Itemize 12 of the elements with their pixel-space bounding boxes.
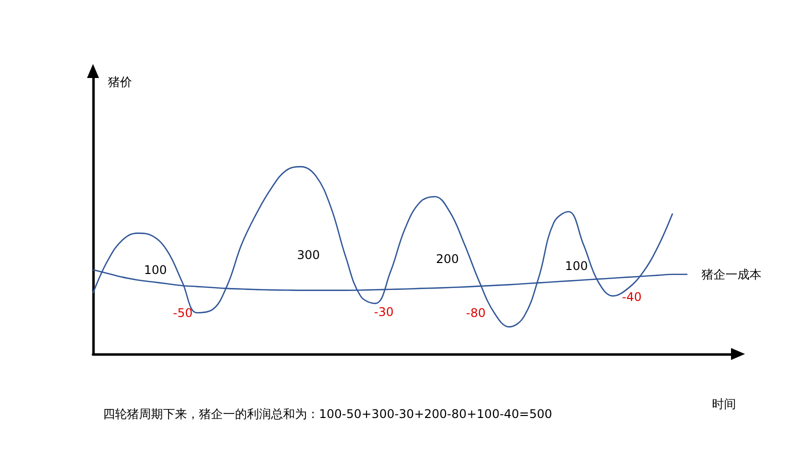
text: 四轮猪周期下来，猪企一的利润总和为：100-50+300-30+200-80+100-40=500 (103, 407, 552, 421)
x-axis-title: 时间 (712, 397, 736, 411)
annotation: -80 (466, 306, 486, 320)
annotation: -50 (173, 306, 193, 320)
annotation: -30 (374, 305, 394, 319)
annotation: 100 (144, 263, 167, 277)
annotation: 300 (297, 248, 320, 262)
annotation: -40 (622, 290, 642, 304)
series-label: 猪企一成本 (701, 267, 762, 282)
annotation: 200 (436, 252, 459, 266)
text: 猪价 (108, 75, 132, 89)
annotation: 100 (565, 259, 588, 273)
